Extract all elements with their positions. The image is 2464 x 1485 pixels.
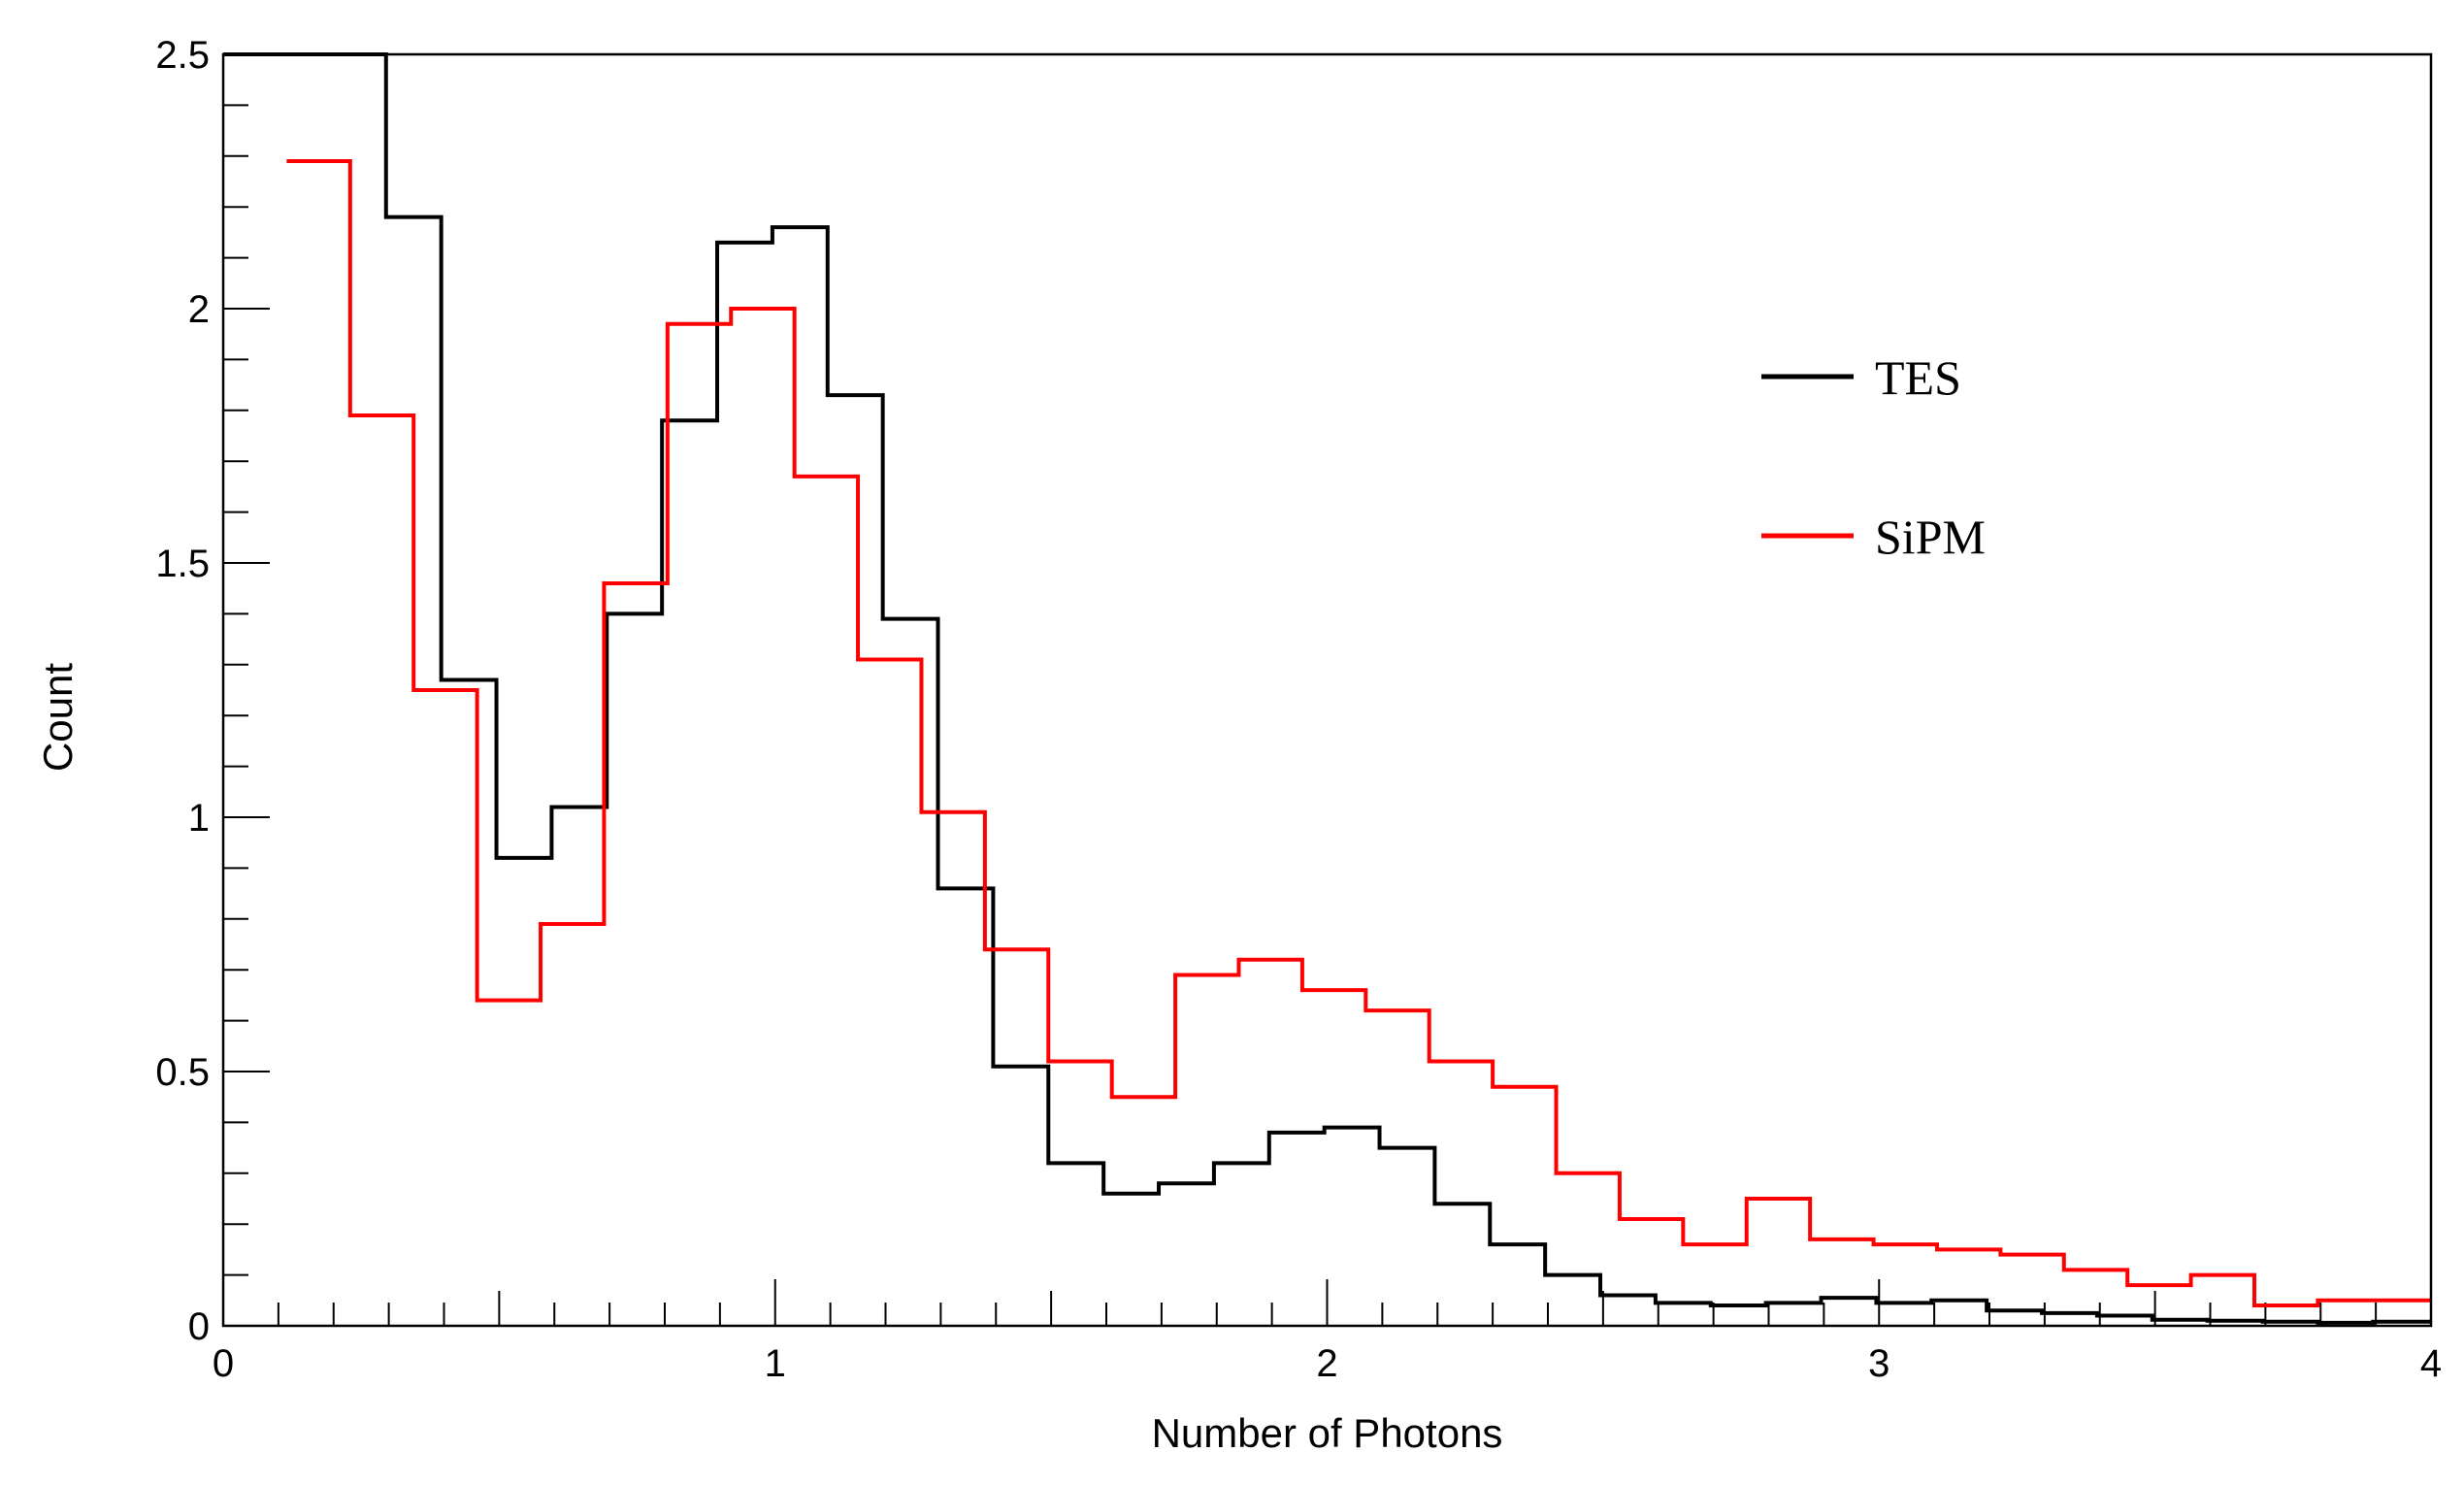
legend: TES SiPM [1761, 350, 1986, 564]
x-tick-label: 2 [1316, 1342, 1337, 1385]
y-tick-label: 1.5 [155, 543, 210, 585]
x-axis-label: Number of Photons [1152, 1410, 1503, 1456]
x-tick-label: 3 [1868, 1342, 1889, 1385]
y-axis-label: Count [35, 663, 81, 772]
x-tick-label: 4 [2420, 1342, 2442, 1385]
series-layer [223, 52, 2431, 1325]
legend-label-tes: TES [1875, 350, 1961, 405]
y-tick-label: 2 [188, 288, 210, 331]
legend-label-sipm: SiPM [1875, 510, 1986, 564]
x-tick-label: 0 [213, 1342, 234, 1385]
y-tick-label: 2.5 [155, 34, 210, 77]
x-tick-label: 1 [765, 1342, 786, 1385]
step-line-tes [223, 52, 2431, 1325]
y-axis-ticks: 0 0.5 1 1.5 2 2.5 [155, 34, 270, 1348]
step-line-sipm [286, 159, 2431, 1308]
y-tick-label: 1 [188, 797, 210, 840]
y-tick-label: 0.5 [155, 1051, 210, 1094]
plot-frame [221, 52, 2433, 1328]
x-axis-ticks: 0 1 2 3 4 [213, 1279, 2442, 1385]
series-sipm [286, 159, 2431, 1308]
y-tick-label: 0 [188, 1305, 210, 1348]
series-tes [223, 52, 2431, 1325]
